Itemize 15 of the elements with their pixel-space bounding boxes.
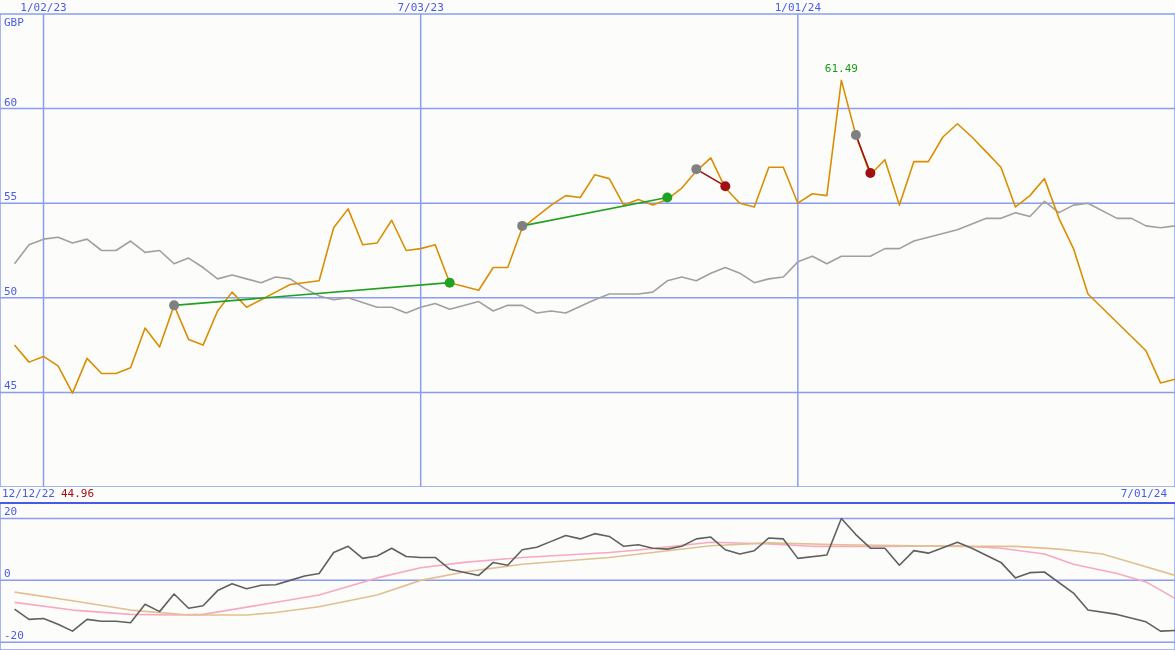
- y-tick-label: 50: [4, 284, 18, 298]
- y-tick-label: 20: [4, 505, 18, 519]
- y-tick-label: -20: [4, 629, 24, 643]
- x-tick-label: 1/02/23: [20, 1, 67, 14]
- annotation: 44.96: [60, 487, 95, 501]
- annotation: 7/01/24: [1120, 487, 1167, 501]
- x-tick-label: 1/01/24: [774, 1, 822, 14]
- annotation: 12/12/22: [2, 487, 55, 501]
- annotation: 61.49: [824, 62, 858, 76]
- y-tick-label: 45: [4, 379, 18, 393]
- y-tick-label: 0: [4, 567, 11, 581]
- y-tick-label: 55: [4, 190, 18, 204]
- y-axis-title: GBP: [4, 16, 24, 29]
- y-tick-label: 60: [4, 95, 18, 109]
- x-tick-label: 7/03/23: [397, 1, 444, 14]
